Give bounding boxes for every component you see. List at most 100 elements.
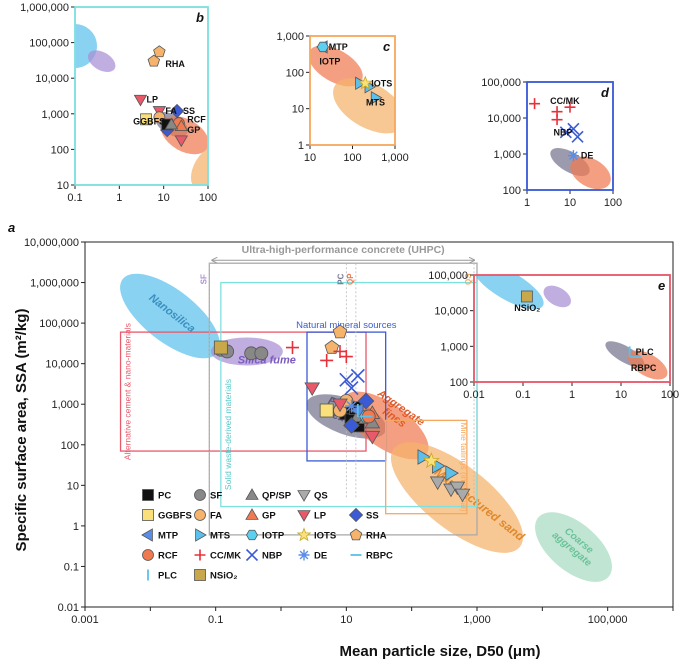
- legend-marker-nbp: [245, 548, 259, 562]
- legend-marker-fa: [194, 509, 206, 521]
- main-xtick-label: 1,000: [463, 614, 491, 626]
- inset-e-xtick-label: 0.1: [515, 389, 530, 401]
- main-xtick-label: 0.1: [208, 614, 223, 626]
- point-cc-mk: [286, 341, 300, 355]
- point-rha: [324, 339, 340, 354]
- legend-marker-rha: [349, 528, 363, 541]
- box-label-solid: Solid waste-derived materials: [223, 379, 233, 490]
- inset-e-ytick-label: 100,000: [428, 270, 468, 282]
- main-frame: [84, 241, 674, 608]
- inset-point-nbp: [559, 126, 572, 139]
- legend-label-rbpc: RBPC: [366, 551, 393, 562]
- inset-point-lp: [174, 135, 189, 148]
- legend-label-iotp: IOTP: [262, 531, 285, 542]
- inset-point-cc-mk: [529, 98, 541, 110]
- inset-c-ytick-label: 1,000: [276, 31, 304, 43]
- main-ytick-label: 1,000: [51, 399, 79, 411]
- inset-label-c: MTP: [329, 42, 348, 52]
- inset-d-ytick-label: 100,000: [481, 77, 521, 89]
- inset-point-mts: [355, 76, 367, 91]
- inset-c-ytick-label: 100: [286, 67, 304, 79]
- inset-e-xtick-label: 0.01: [463, 389, 484, 401]
- inset-b-ytick-label: 1,000: [41, 109, 69, 121]
- legend-marker-iots: [296, 527, 312, 542]
- panel-letter-d: d: [601, 85, 610, 100]
- inset-label-c: IOTP: [319, 56, 340, 66]
- inset-c-xtick-label: 100: [343, 152, 361, 164]
- inset-d-ytick-label: 100: [503, 185, 521, 197]
- inset-label-b: GP: [187, 125, 200, 135]
- inset-region: [75, 24, 97, 69]
- inset-e-xtick-label: 1: [569, 389, 575, 401]
- region-coarse-aggregate: [535, 512, 612, 582]
- legend: PC SF QP/SP QS GGBFS FA GP LP SS MTP MTS IOTP IOTS RH…: [141, 488, 393, 582]
- legend-label-mtp: MTP: [158, 531, 179, 542]
- inset-content-c: [310, 40, 395, 134]
- inset-point-lp: [133, 94, 148, 107]
- point-cc-mk: [320, 353, 334, 367]
- inset-e-ytick-label: 10,000: [434, 306, 468, 318]
- box-label-alternative: Alternative cement & nano-materials: [123, 323, 133, 460]
- inset-e-ytick-label: 100: [450, 377, 468, 389]
- main-xtick-label: 0.001: [71, 614, 99, 626]
- legend-label-rha: RHA: [366, 531, 387, 542]
- inset-b-xtick-label: 1: [116, 192, 122, 204]
- legend-marker-iotp: [246, 529, 258, 541]
- panel-letter-c: c: [383, 39, 391, 54]
- point-lp: [304, 382, 321, 397]
- inset-point-cc-mk: [564, 101, 576, 113]
- point-mts: [445, 465, 459, 481]
- main-ytick-label: 1,000,000: [30, 278, 79, 290]
- inset-b-ytick-label: 100: [51, 144, 69, 156]
- point-ggbfs: [319, 403, 334, 418]
- vline-label-qp: QP: [346, 273, 355, 285]
- legend-marker-ggbfs: [142, 509, 154, 521]
- inset-point-nsio2: [520, 290, 533, 303]
- point-qs: [454, 488, 471, 503]
- legend-label-ss: SS: [366, 511, 379, 522]
- legend-label-fa: FA: [210, 511, 222, 522]
- point-mts: [432, 458, 446, 474]
- inset-point-nbp: [567, 122, 580, 135]
- inset-b-xtick-label: 100: [199, 192, 217, 204]
- legend-marker-cc-mk: [194, 549, 206, 561]
- legend-label-sf: SF: [210, 491, 222, 502]
- inset-region: [333, 78, 395, 134]
- inset-frame-color-d: [526, 81, 614, 191]
- legend-marker-mtp: [141, 528, 153, 542]
- inset-point-rha: [147, 54, 161, 67]
- legend-label-iots: IOTS: [314, 531, 336, 542]
- main-xtick-label: 100,000: [588, 614, 628, 626]
- point-iots: [422, 451, 440, 469]
- inset-d-xtick-label: 100: [604, 197, 622, 209]
- inset-point-ggbfs: [140, 113, 152, 126]
- point-lp: [364, 430, 381, 445]
- y-axis-title: Specific surface area, SSA (m²/kg): [13, 309, 30, 552]
- legend-marker-rcf: [142, 549, 154, 561]
- box-alternative-cement-nano-materials: [119, 331, 367, 452]
- inset-label-d: DE: [581, 151, 594, 161]
- inset-point-cc-mk: [551, 114, 563, 126]
- inset-point-iots: [357, 75, 373, 90]
- legend-label-qs: QS: [314, 491, 328, 502]
- inset-label-b: FA: [165, 106, 177, 116]
- main-ytick-label: 0.01: [58, 602, 79, 614]
- point-lp: [332, 398, 348, 413]
- inset-point-gp: [174, 119, 189, 131]
- main-xtick-label: 10: [340, 614, 352, 626]
- box-mine-tailings-industrial-: [385, 419, 468, 515]
- legend-label-nbp: NBP: [262, 551, 283, 562]
- legend-label-plc: PLC: [158, 571, 177, 582]
- point-nbp: [350, 368, 365, 383]
- legend-label-qp-sp: QP/SP: [262, 491, 292, 502]
- point-ss: [343, 417, 360, 434]
- vline-label-pc: PC: [336, 273, 345, 284]
- inset-point-de: [567, 150, 579, 162]
- inset-label-b: GGBFS: [133, 117, 165, 127]
- inset-frame-color-e: [473, 274, 671, 383]
- inset-label-b: SS: [183, 106, 195, 116]
- main-ytick-label: 1: [73, 521, 79, 533]
- region-manufactured-sand: [390, 442, 524, 553]
